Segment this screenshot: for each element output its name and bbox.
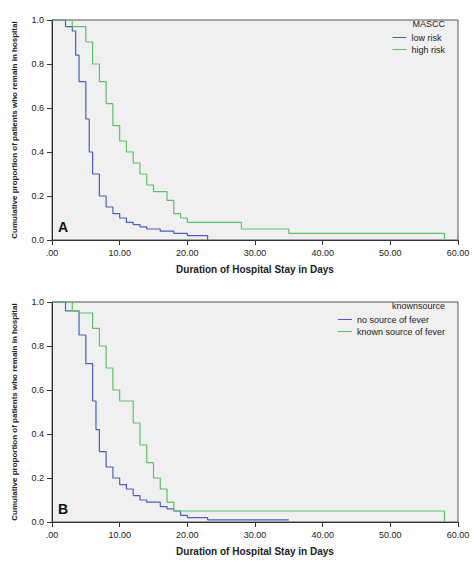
svg-text:knownsource: knownsource — [392, 301, 445, 311]
svg-text:Cumulative proportion of patie: Cumulative proportion of patients who re… — [10, 21, 19, 238]
svg-text:Duration of Hospital Stay in D: Duration of Hospital Stay in Days — [176, 264, 334, 275]
svg-text:20.00: 20.00 — [176, 248, 199, 258]
svg-text:0.8: 0.8 — [31, 341, 44, 351]
svg-text:0.2: 0.2 — [31, 473, 44, 483]
svg-text:0.0: 0.0 — [31, 235, 44, 245]
svg-text:20.00: 20.00 — [176, 530, 199, 540]
svg-text:40.00: 40.00 — [311, 248, 334, 258]
svg-text:60.00: 60.00 — [447, 530, 470, 540]
svg-text:30.00: 30.00 — [244, 248, 267, 258]
svg-text:10.00: 10.00 — [108, 248, 131, 258]
svg-text:0.2: 0.2 — [31, 191, 44, 201]
svg-text:1.0: 1.0 — [31, 15, 44, 25]
svg-text:10.00: 10.00 — [108, 530, 131, 540]
svg-text:0.4: 0.4 — [31, 147, 44, 157]
svg-text:low risk: low risk — [411, 33, 442, 43]
svg-text:Cumulative proportion of patie: Cumulative proportion of patients who re… — [10, 303, 19, 520]
svg-text:50.00: 50.00 — [379, 530, 402, 540]
svg-text:known source of fever: known source of fever — [357, 327, 445, 337]
svg-text:0.0: 0.0 — [31, 517, 44, 527]
svg-text:Duration of Hospital Stay in D: Duration of Hospital Stay in Days — [176, 546, 334, 557]
svg-text:.00: .00 — [46, 248, 59, 258]
svg-text:60.00: 60.00 — [447, 248, 470, 258]
svg-text:high risk: high risk — [411, 45, 445, 55]
svg-text:0.6: 0.6 — [31, 385, 44, 395]
svg-text:A: A — [58, 219, 68, 235]
svg-text:no source of fever: no source of fever — [357, 315, 429, 325]
svg-text:0.6: 0.6 — [31, 103, 44, 113]
svg-text:.00: .00 — [46, 530, 59, 540]
svg-text:1.0: 1.0 — [31, 297, 44, 307]
svg-text:30.00: 30.00 — [244, 530, 267, 540]
svg-text:0.4: 0.4 — [31, 429, 44, 439]
svg-text:0.8: 0.8 — [31, 59, 44, 69]
svg-text:MASCC: MASCC — [412, 19, 445, 29]
svg-text:40.00: 40.00 — [311, 530, 334, 540]
svg-text:B: B — [58, 501, 68, 517]
svg-text:50.00: 50.00 — [379, 248, 402, 258]
